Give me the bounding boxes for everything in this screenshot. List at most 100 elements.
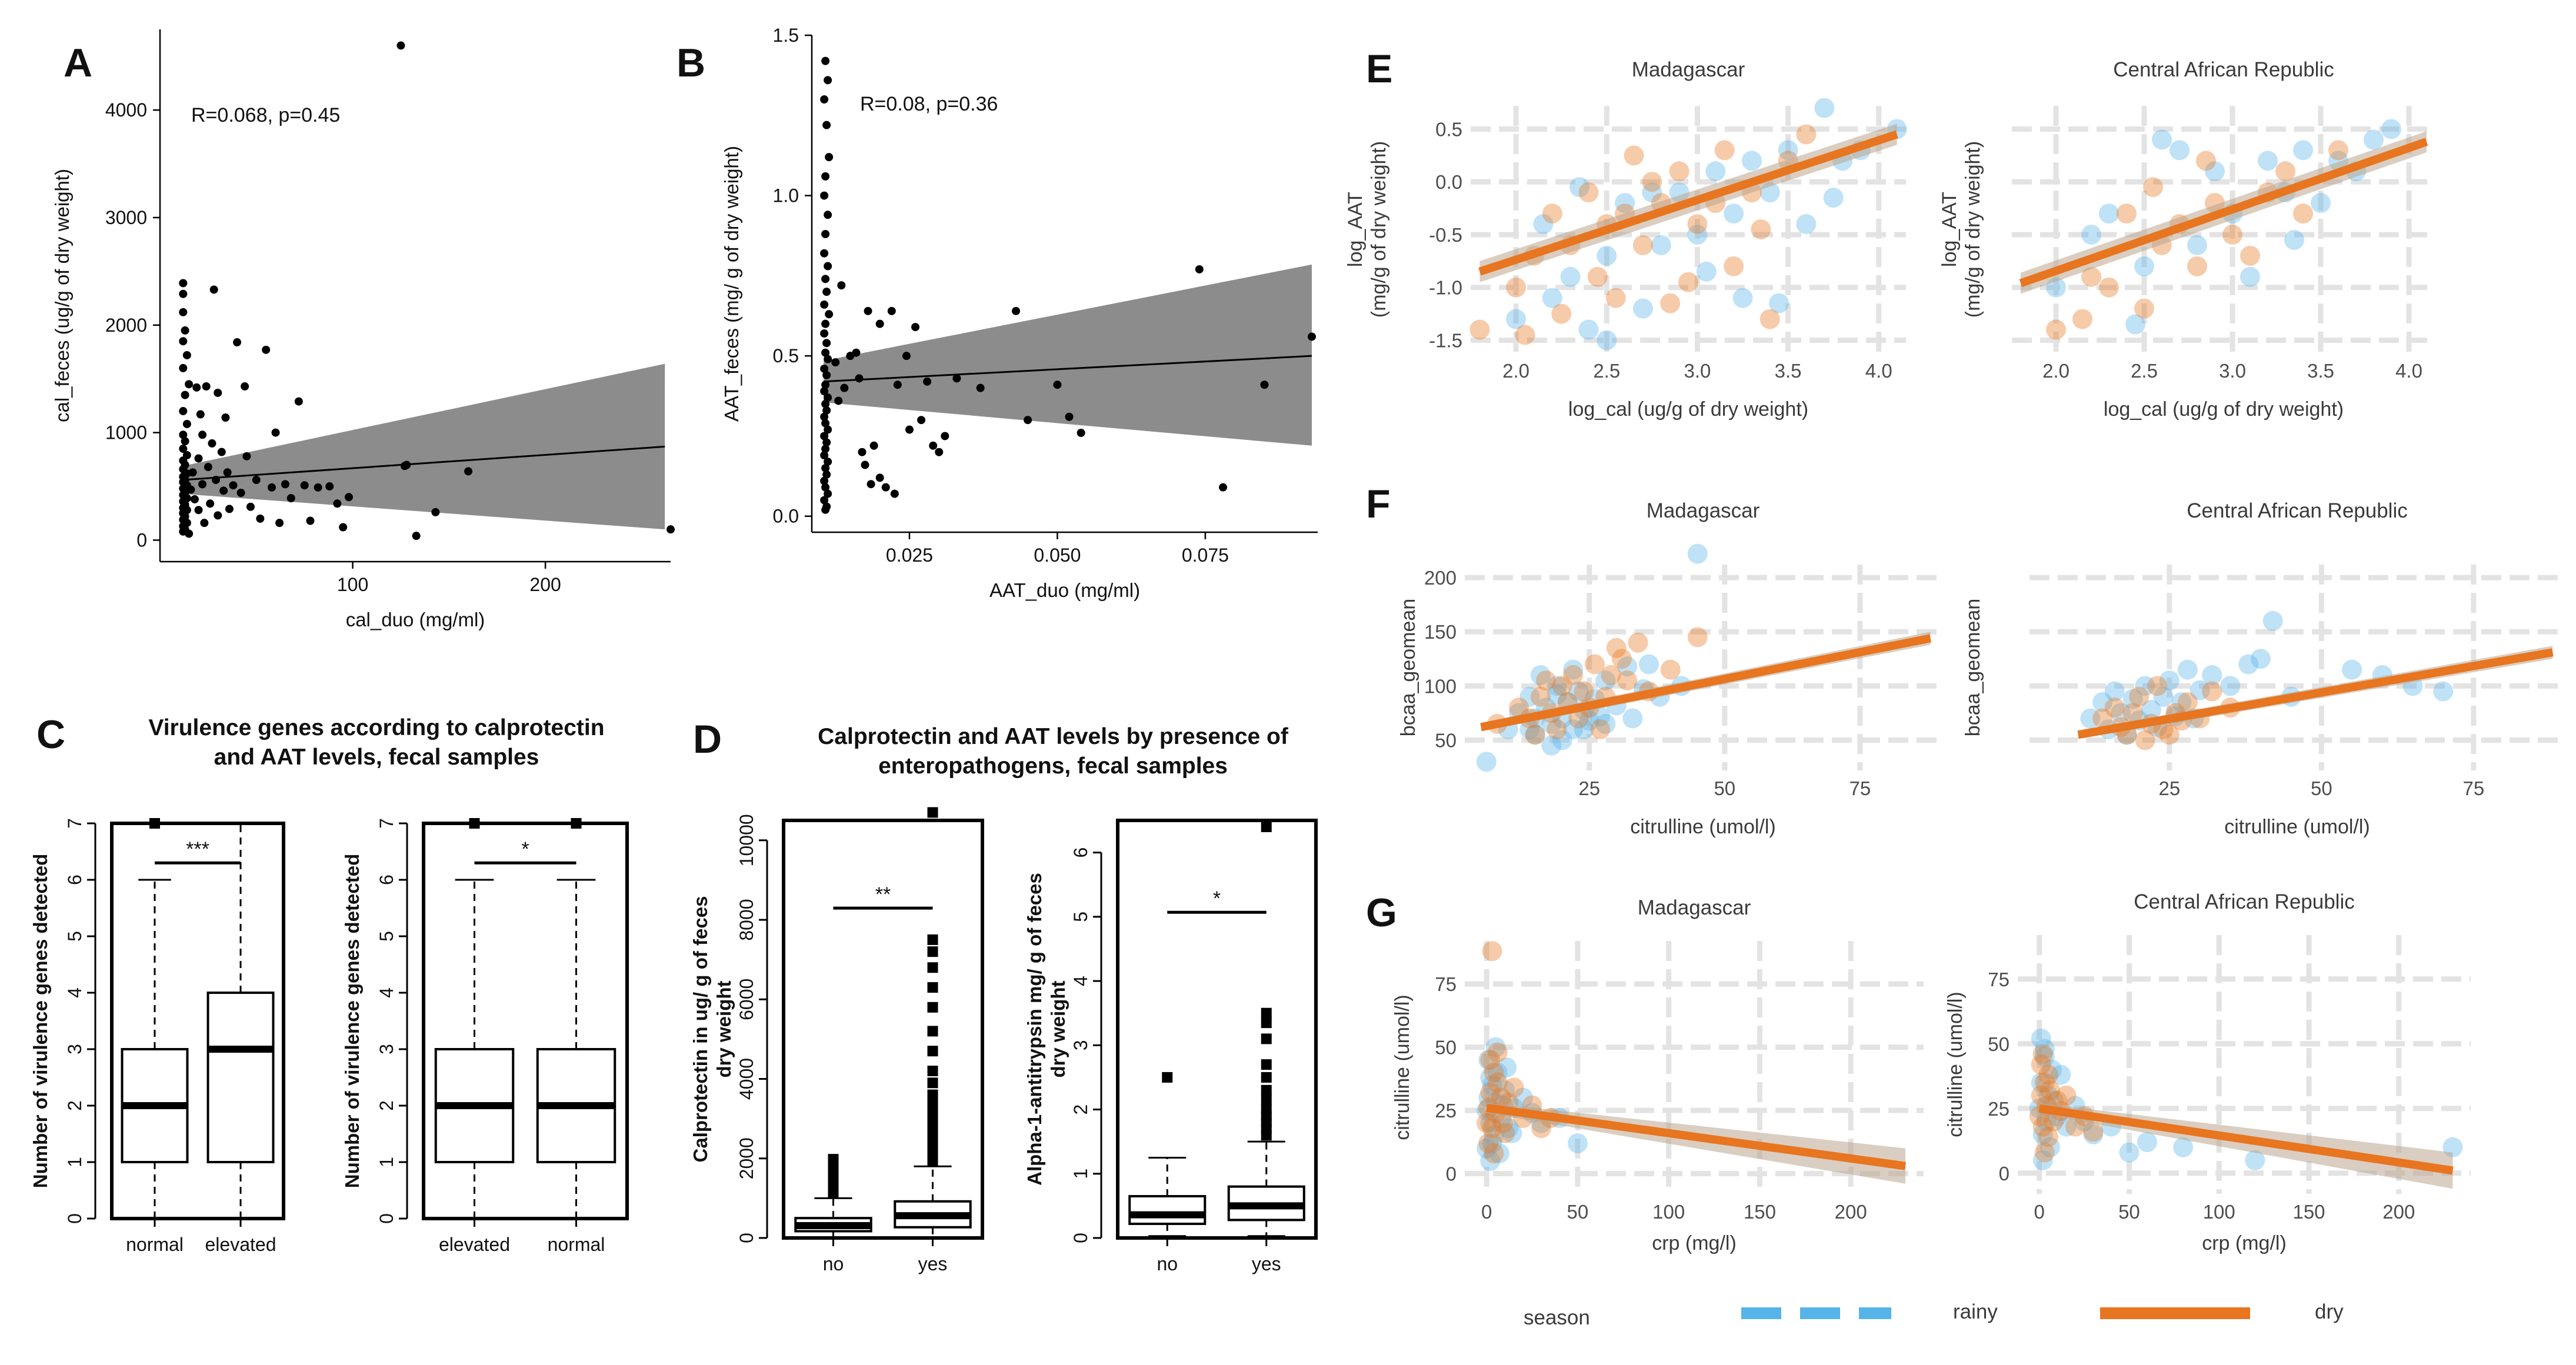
panel-b: 0.025 0.050 0.075 0.0 0.5 1.0 1.5 AAT_duo (mg/m… (721, 25, 1318, 601)
data-point (881, 483, 890, 492)
data-point-dry (1759, 309, 1780, 329)
data-point (820, 451, 829, 460)
y-axis-title: log_AAT (1938, 192, 1961, 267)
regression-line (183, 445, 665, 481)
data-point (821, 483, 830, 492)
data-point-rainy (1732, 288, 1753, 308)
data-point-dry (1504, 1077, 1524, 1098)
data-point-rainy (2099, 203, 2119, 224)
legend-label-rainy: rainy (1953, 1300, 1998, 1323)
data-point-rainy (2036, 1111, 2057, 1132)
data-point (1219, 483, 1228, 492)
data-point (179, 430, 188, 439)
data-point (242, 452, 251, 460)
data-point-dry (2147, 676, 2168, 696)
x-tick-label: 0 (2034, 1201, 2044, 1223)
x-tick-label: 2.0 (2042, 360, 2070, 382)
data-point (225, 505, 234, 513)
data-point (314, 483, 322, 492)
data-point (344, 493, 353, 502)
y-tick-label: 1 (1070, 1169, 1091, 1179)
data-point-rainy (2153, 686, 2174, 707)
data-point-dry (1515, 325, 1535, 345)
y-axis-title: log_AAT (1344, 192, 1367, 267)
data-point-rainy (1578, 319, 1599, 340)
y-tick-label: 1 (376, 1157, 397, 1167)
data-point (181, 391, 189, 399)
data-point-dry (2032, 1044, 2053, 1064)
y-tick-label: 3000 (105, 207, 147, 228)
data-point-rainy (2034, 1039, 2055, 1059)
data-point-dry (2034, 1142, 2055, 1163)
y-tick-label: 4 (64, 987, 85, 998)
significance-stars: *** (186, 838, 209, 860)
data-point-rainy (2205, 161, 2225, 182)
data-point-rainy (1796, 214, 1817, 235)
y-tick-label: 8000 (736, 899, 757, 940)
category-label: no (1157, 1253, 1178, 1274)
data-point-rainy (1552, 730, 1572, 750)
y-tick-label: 50 (1435, 729, 1457, 751)
data-point-rainy (2238, 654, 2259, 675)
y-tick-label: 6 (64, 875, 85, 885)
facet-strip-label: Madagascar (1638, 896, 1751, 919)
data-point (202, 382, 211, 391)
data-point (821, 399, 830, 408)
confidence-band (183, 363, 665, 530)
data-point-dry (2187, 256, 2207, 276)
data-point-dry (1536, 670, 1557, 691)
data-point-rainy (1563, 719, 1584, 739)
data-point-rainy (1595, 670, 1616, 691)
data-point (911, 323, 920, 332)
data-point (820, 496, 829, 505)
data-point (820, 300, 829, 309)
data-point (219, 486, 228, 495)
data-point-rainy (2134, 256, 2154, 276)
panel-e-facet-1: Madagascar 2.0 2.5 3.0 3.5 4.0 0.5 0.0 -0.5 -1.0 -… (1344, 58, 1907, 420)
data-point-rainy (2092, 692, 2113, 712)
x-tick-label: 100 (337, 574, 368, 595)
data-point-rainy (1632, 298, 1653, 319)
outlier-point (927, 1026, 938, 1037)
y-tick-label: 6 (376, 875, 397, 885)
x-tick-label: 150 (1744, 1201, 1776, 1223)
data-point (1024, 416, 1032, 425)
data-point-rainy (2433, 681, 2454, 702)
data-point-dry (1605, 288, 1626, 308)
data-point (186, 485, 195, 494)
data-point-rainy (2042, 1059, 2062, 1080)
category-label: no (823, 1253, 844, 1274)
data-point-rainy (2171, 692, 2192, 712)
data-point (412, 532, 421, 540)
data-point-dry (1469, 319, 1490, 340)
regression-line-dry (1478, 130, 1898, 276)
data-point-dry (1487, 1042, 1508, 1063)
data-point (935, 448, 944, 456)
y-tick-label: -1.5 (1429, 329, 1462, 351)
outlier-point (828, 1154, 839, 1165)
outlier-point (927, 1002, 938, 1013)
x-axis-title: cal_duo (mg/ml) (346, 609, 485, 630)
data-point (182, 351, 191, 359)
x-tick-label: 200 (529, 574, 561, 595)
category-label: yes (918, 1253, 948, 1274)
outlier-point (927, 1099, 938, 1110)
data-point (887, 306, 896, 315)
panel-label-E: E (1366, 46, 1392, 91)
y-tick-label: 7 (376, 818, 397, 829)
data-point-rainy (2080, 708, 2101, 729)
x-tick-label: 100 (2203, 1201, 2235, 1223)
panel-g-facet-2: Central African Republic 0 50 100 150 200 0 25 5… (1944, 890, 2471, 1254)
y-axis-title: Number of virulence genes detected (341, 854, 363, 1189)
outlier-point (927, 1131, 938, 1142)
data-point-dry (1484, 1143, 1504, 1164)
data-point (241, 382, 249, 391)
x-tick-label: 2.5 (2131, 360, 2158, 382)
data-point-dry (2240, 245, 2260, 266)
data-point-dry (1578, 182, 1599, 203)
data-point-dry (1669, 161, 1689, 182)
y-tick-label: 0 (64, 1213, 85, 1224)
category-label: elevated (205, 1234, 276, 1255)
x-tick-label: 0.075 (1182, 545, 1229, 566)
x-tick-label: 150 (2292, 1201, 2325, 1223)
